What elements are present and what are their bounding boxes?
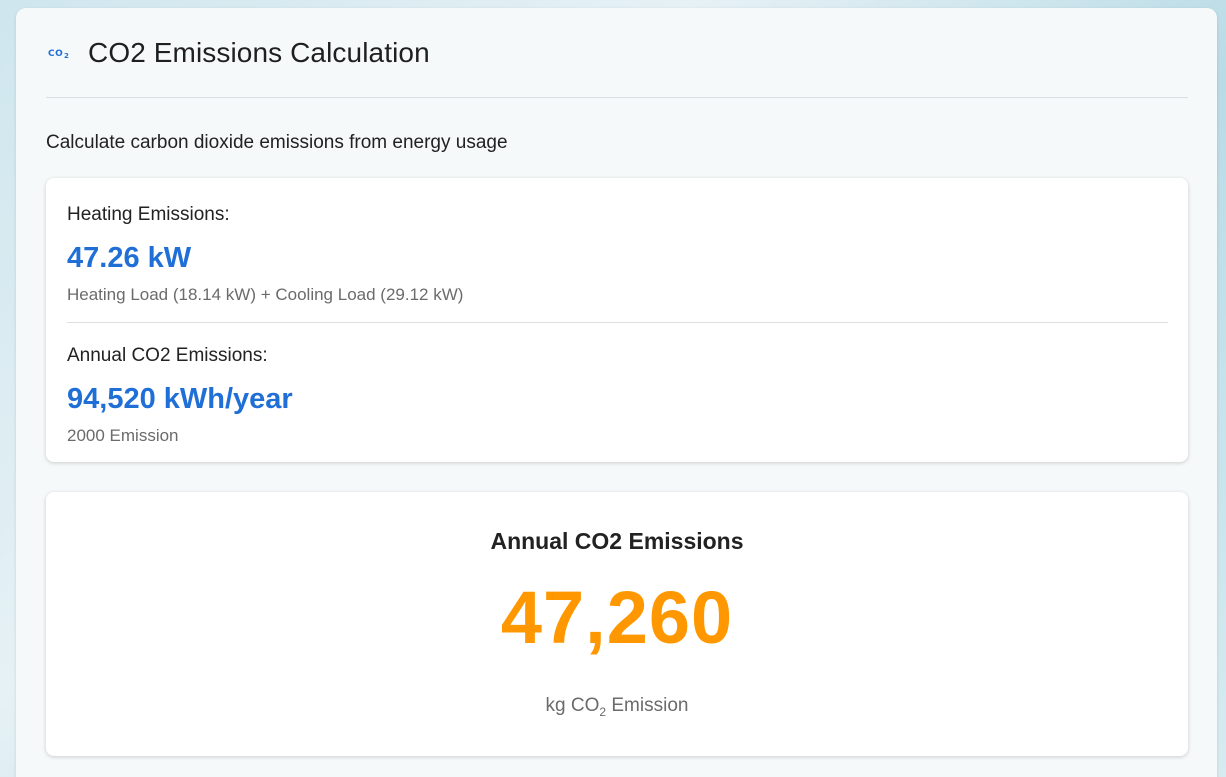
heating-emissions-value: 47.26 kW xyxy=(67,242,192,274)
page-title: CO2 Emissions Calculation xyxy=(88,36,430,68)
panel-header: CO 2 CO2 Emissions Calculation xyxy=(46,8,1188,98)
annual-co2-unit: kg CO2 Emission xyxy=(46,695,1188,719)
unit-prefix: kg CO xyxy=(545,695,600,716)
annual-co2-title: Annual CO2 Emissions xyxy=(490,528,744,554)
annual-emissions-value: 94,520 kWh/year xyxy=(67,383,293,415)
page-subtitle: Calculate carbon dioxide emissions from … xyxy=(46,132,508,153)
svg-text:CO: CO xyxy=(48,49,63,59)
co2-icon: CO 2 xyxy=(48,46,74,60)
annual-emissions-label: Annual CO2 Emissions: xyxy=(67,345,268,366)
svg-text:2: 2 xyxy=(64,52,69,60)
heating-emissions-section: Heating Emissions: 47.26 kW Heating Load… xyxy=(67,204,1168,305)
annual-emissions-note: 2000 Emission xyxy=(67,426,179,445)
annual-co2-value: 47,260 xyxy=(500,576,734,659)
annual-emissions-section: Annual CO2 Emissions: 94,520 kWh/year 20… xyxy=(67,345,1168,446)
annual-co2-card: Annual CO2 Emissions 47,260 kg CO2 Emiss… xyxy=(46,492,1188,756)
heating-emissions-label: Heating Emissions: xyxy=(67,204,230,225)
co2-calculation-panel: CO 2 CO2 Emissions Calculation Calculate… xyxy=(16,8,1217,777)
unit-suffix: Emission xyxy=(606,695,689,716)
section-divider xyxy=(67,322,1168,323)
emissions-card: Heating Emissions: 47.26 kW Heating Load… xyxy=(46,178,1188,462)
heating-emissions-note: Heating Load (18.14 kW) + Cooling Load (… xyxy=(67,285,464,304)
unit-subscript: 2 xyxy=(599,704,607,719)
